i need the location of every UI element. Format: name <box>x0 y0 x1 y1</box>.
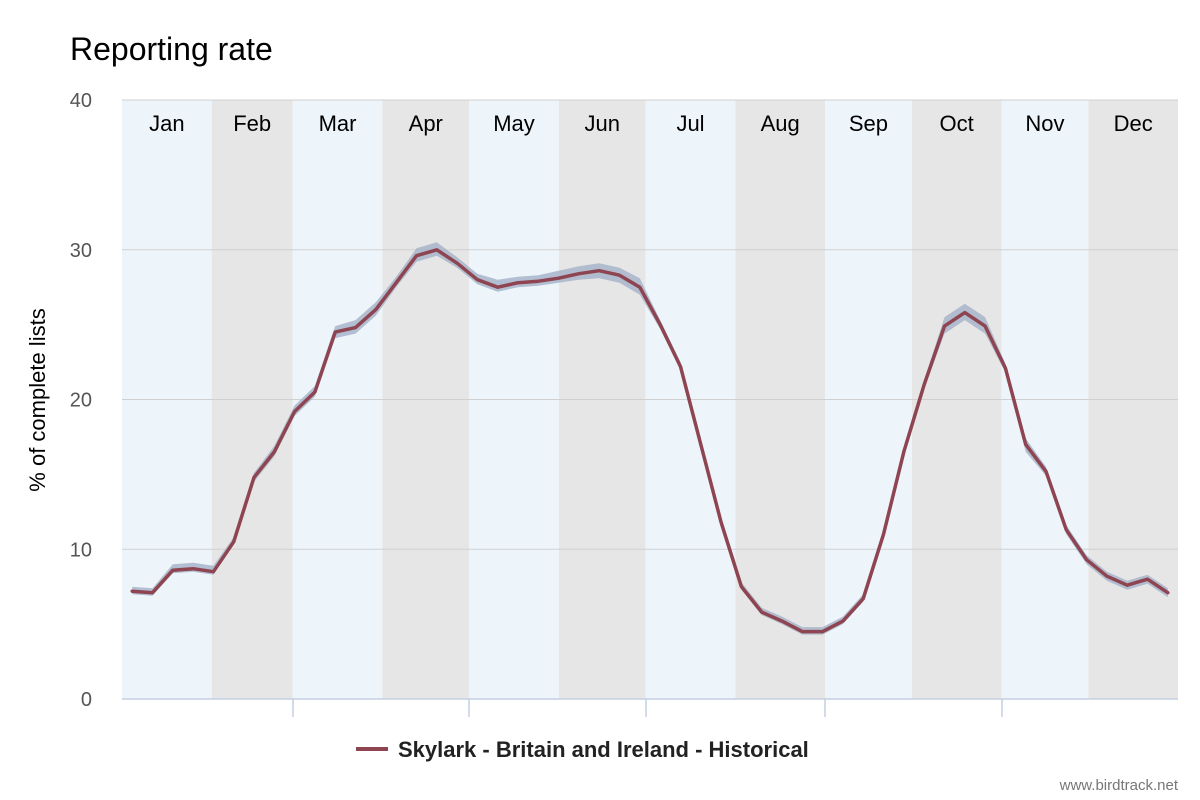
month-label-jun: Jun <box>585 111 620 136</box>
month-label-may: May <box>493 111 535 136</box>
series-line <box>130 248 1170 634</box>
month-label-dec: Dec <box>1114 111 1153 136</box>
month-label-sep: Sep <box>849 111 888 136</box>
month-label-aug: Aug <box>761 111 800 136</box>
month-label-mar: Mar <box>319 111 357 136</box>
month-label-jan: Jan <box>149 111 184 136</box>
y-tick-10: 10 <box>70 539 92 561</box>
y-tick-30: 30 <box>70 240 92 262</box>
month-label-oct: Oct <box>940 111 974 136</box>
y-tick-40: 40 <box>70 90 92 112</box>
y-axis-ticks: 0 10 20 30 40 <box>70 90 92 711</box>
y-axis-label: % of complete lists <box>25 308 50 491</box>
legend-label: Skylark - Britain and Ireland - Historic… <box>398 737 809 762</box>
chart-title: Reporting rate <box>70 31 273 67</box>
month-label-feb: Feb <box>233 111 271 136</box>
gridlines <box>122 99 1178 550</box>
month-labels: Jan Feb Mar Apr May Jun Jul Aug Sep Oct Nov Dec <box>149 111 1153 136</box>
y-tick-20: 20 <box>70 390 92 412</box>
credit-link[interactable]: www.birdtrack.net <box>1059 777 1179 794</box>
month-label-nov: Nov <box>1025 111 1064 136</box>
x-axis <box>122 698 1178 717</box>
legend[interactable]: Skylark - Britain and Ireland - Historic… <box>356 737 809 762</box>
month-label-jul: Jul <box>676 111 704 136</box>
y-tick-0: 0 <box>81 689 92 711</box>
month-label-apr: Apr <box>409 111 443 136</box>
